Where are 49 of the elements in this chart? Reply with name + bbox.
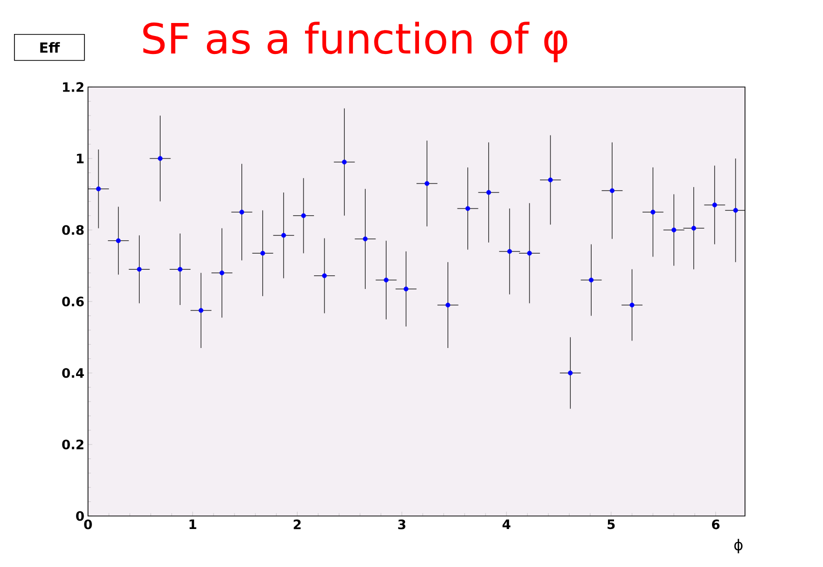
x-tick-label: 0 xyxy=(84,520,92,530)
point xyxy=(322,273,327,278)
point xyxy=(301,213,306,218)
point xyxy=(116,238,121,244)
x-tick-label: 4 xyxy=(502,520,510,529)
point xyxy=(281,232,286,238)
point xyxy=(362,236,368,242)
y-tick-label: 0.4 xyxy=(62,368,84,378)
point xyxy=(671,228,676,232)
chart-title: SF as a function of φ xyxy=(143,22,568,62)
point xyxy=(691,226,696,231)
x-tick-label: 1 xyxy=(190,520,196,529)
x-tick-label: 5 xyxy=(608,520,615,530)
y-tick-label: 0 xyxy=(76,511,84,521)
point xyxy=(548,178,553,182)
point xyxy=(260,250,266,256)
point xyxy=(733,208,738,213)
x-tick-label: 6 xyxy=(712,520,720,530)
point xyxy=(220,270,224,276)
point xyxy=(650,210,656,215)
point xyxy=(384,278,389,282)
text: Eff xyxy=(40,42,60,53)
x-axis-title: ϕ xyxy=(734,538,743,554)
y-tick-label: 0.8 xyxy=(62,225,84,235)
point xyxy=(404,286,408,292)
point xyxy=(424,181,430,186)
y-tick-label: 1 xyxy=(76,154,84,164)
point xyxy=(198,308,204,313)
point xyxy=(342,160,347,164)
point xyxy=(136,266,142,272)
point xyxy=(446,302,450,308)
point xyxy=(527,250,532,256)
point xyxy=(239,210,244,215)
point xyxy=(465,206,470,211)
point xyxy=(610,188,615,194)
point xyxy=(630,302,634,308)
point xyxy=(96,186,101,192)
y-tick-label: 1.2 xyxy=(63,82,84,92)
point xyxy=(588,278,594,282)
y-tick-label: 0.2 xyxy=(62,440,84,450)
point xyxy=(486,190,492,195)
point xyxy=(178,266,182,272)
x-tick-label: 3 xyxy=(398,520,406,530)
point xyxy=(507,249,512,254)
point xyxy=(712,202,718,208)
point xyxy=(158,156,163,161)
point xyxy=(568,370,573,376)
x-tick-label: 2 xyxy=(294,520,301,530)
y-tick-label: 0.6 xyxy=(62,296,84,306)
